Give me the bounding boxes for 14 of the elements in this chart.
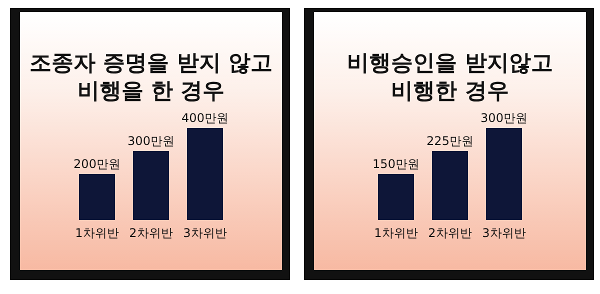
data-label: 225만원	[426, 134, 474, 148]
x-tick-label: 2차위반	[129, 226, 173, 240]
data-label: 300만원	[480, 111, 528, 125]
data-label: 300만원	[128, 134, 174, 148]
x-tick-label: 3차위반	[183, 226, 227, 240]
x-tick-label: 2차위반	[428, 226, 472, 240]
data-label: 200만원	[74, 157, 120, 171]
x-tick-label: 3차위반	[482, 226, 526, 240]
data-label: 150만원	[372, 157, 420, 171]
chart-title: 비행승인을 받지않고 비행한 경우	[347, 51, 553, 104]
chart-title: 조종자 증명을 받지 않고 비행을 한 경우	[30, 51, 272, 104]
data-label: 400만원	[182, 111, 228, 125]
x-tick-label: 1차위반	[374, 226, 418, 240]
x-tick-label: 1차위반	[75, 226, 119, 240]
